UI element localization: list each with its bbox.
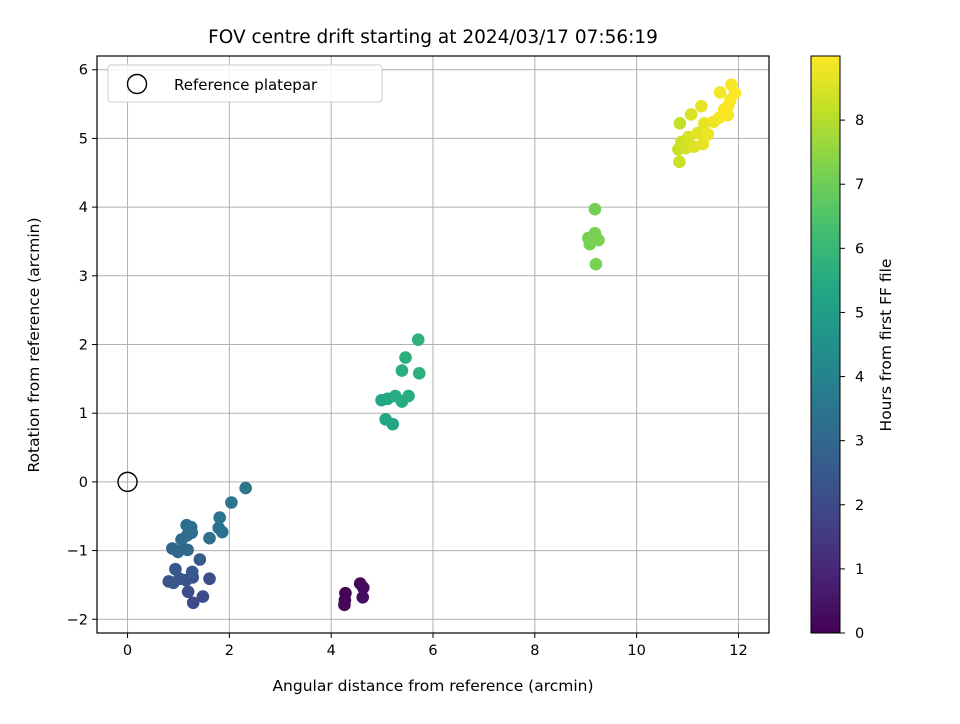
data-point-41 xyxy=(399,351,412,364)
data-point-40 xyxy=(395,364,409,377)
y-tick-label-7: 5 xyxy=(79,131,88,147)
data-point-31 xyxy=(225,496,238,509)
data-point-43 xyxy=(411,333,425,346)
data-point-71 xyxy=(721,99,735,112)
colorbar-tick-label-6: 6 xyxy=(855,241,864,257)
colorbar-tick-label-3: 3 xyxy=(855,434,864,450)
x-tick-label-0: 0 xyxy=(123,643,132,659)
y-tick-label-3: 1 xyxy=(79,406,88,422)
colorbar-tick-label-8: 8 xyxy=(855,113,864,129)
data-point-26 xyxy=(184,520,198,534)
data-point-44 xyxy=(588,202,602,216)
data-point-15 xyxy=(169,562,182,576)
chart-title: FOV centre drift starting at 2024/03/17 … xyxy=(208,27,658,48)
data-point-14 xyxy=(167,576,180,590)
x-tick-label-2: 4 xyxy=(327,643,336,659)
data-point-62 xyxy=(701,128,715,141)
data-point-5 xyxy=(356,590,370,604)
colorbar-tick-label-5: 5 xyxy=(855,305,864,321)
colorbar-tick-label-0: 0 xyxy=(855,626,864,642)
data-point-9 xyxy=(203,572,216,586)
data-point-7 xyxy=(196,590,210,603)
legend-label-reference: Reference platepar xyxy=(174,76,318,94)
x-tick-label-4: 8 xyxy=(530,643,539,659)
data-point-27 xyxy=(203,531,216,545)
data-point-34 xyxy=(379,413,392,426)
x-axis-label: Angular distance from reference (arcmin) xyxy=(272,677,593,695)
data-point-52 xyxy=(673,155,686,169)
grid-lines xyxy=(97,56,769,633)
x-tick-label-3: 6 xyxy=(428,643,437,659)
data-point-50 xyxy=(673,117,687,130)
legend-marker-reference xyxy=(126,73,148,95)
colorbar-ticks: 0 1 2 3 4 5 6 7 8 xyxy=(840,113,864,642)
colorbar xyxy=(810,55,841,634)
y-axis-label: Rotation from reference (arcmin) xyxy=(25,217,43,472)
data-points xyxy=(162,78,742,612)
x-tick-label-1: 2 xyxy=(225,643,234,659)
data-point-60 xyxy=(696,137,710,151)
data-point-42 xyxy=(412,367,426,380)
data-point-4 xyxy=(356,581,370,594)
colorbar-tick-label-1: 1 xyxy=(855,562,864,578)
data-point-16 xyxy=(185,565,199,579)
data-point-6 xyxy=(186,596,200,610)
colorbar-label: Hours from first FF file xyxy=(877,259,895,432)
x-tick-label-6: 12 xyxy=(729,643,747,659)
data-point-70 xyxy=(728,86,742,100)
reference-platepar-point xyxy=(117,471,138,493)
data-point-2 xyxy=(338,598,351,612)
colorbar-tick-label-7: 7 xyxy=(855,177,864,193)
data-point-67 xyxy=(721,108,735,122)
data-point-30 xyxy=(213,511,226,524)
data-point-58 xyxy=(691,126,705,140)
data-point-49 xyxy=(589,257,603,271)
legend-box xyxy=(107,64,383,103)
colorbar-tick-label-2: 2 xyxy=(855,498,864,514)
reference-marker xyxy=(117,471,138,493)
data-point-21 xyxy=(181,543,194,557)
x-axis-ticks: 0 2 4 6 8 10 12 xyxy=(123,633,748,659)
data-point-29 xyxy=(215,525,229,539)
data-point-39 xyxy=(402,389,415,403)
y-tick-label-8: 6 xyxy=(79,63,88,79)
data-point-8 xyxy=(181,585,195,599)
y-tick-label-1: −1 xyxy=(67,544,88,560)
y-tick-label-2: 0 xyxy=(79,475,88,491)
y-tick-label-4: 2 xyxy=(79,338,88,354)
x-tick-label-5: 10 xyxy=(627,643,645,659)
data-point-17 xyxy=(193,553,207,566)
y-axis-ticks: −2 −1 0 1 2 3 4 5 6 xyxy=(67,63,97,628)
y-tick-label-0: −2 xyxy=(67,612,88,628)
y-tick-label-6: 4 xyxy=(79,200,88,216)
data-point-48 xyxy=(592,233,605,247)
data-point-56 xyxy=(684,108,698,121)
data-point-59 xyxy=(694,99,708,113)
colorbar-tick-label-4: 4 xyxy=(855,370,864,386)
legend: Reference platepar xyxy=(107,64,383,103)
y-tick-label-5: 3 xyxy=(79,269,88,285)
data-point-32 xyxy=(239,481,252,495)
data-point-65 xyxy=(713,86,727,99)
